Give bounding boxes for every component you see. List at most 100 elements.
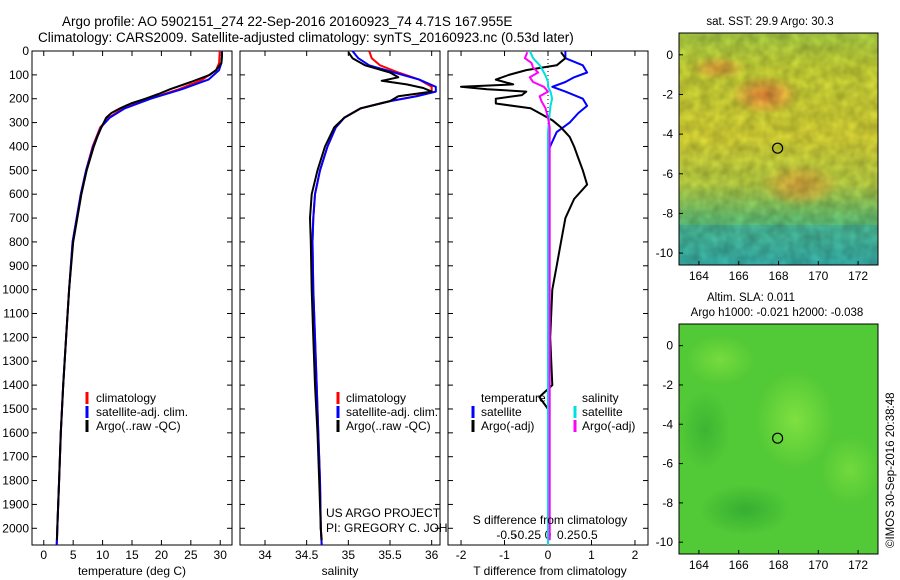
y-tick-label: 1300 [2, 354, 29, 368]
y-tick-label: -8 [662, 496, 673, 510]
y-tick-label: 600 [9, 187, 29, 201]
y-tick-label: 1000 [2, 283, 29, 297]
y-tick-label: 500 [9, 163, 29, 177]
x-tick-label-t: -1 [499, 548, 510, 562]
salinity-legend: climatology satellite-adj. clim. Argo(..… [336, 391, 438, 433]
x-tick-label-s: 0.5 [581, 528, 598, 542]
series-line-argo-raw-qc- [309, 51, 433, 541]
sla-low-patch [700, 485, 790, 535]
legend-label-satellite: satellite-adj. clim. [346, 405, 438, 419]
sla-map-field [679, 324, 880, 554]
legend-label-s-satellite: satellite [582, 405, 623, 419]
x-tick-label: 164 [689, 269, 709, 283]
x-tick-label-t: 0 [545, 548, 552, 562]
y-tick-label: 0 [666, 48, 673, 62]
y-tick-label: 400 [9, 139, 29, 153]
legend-label-climatology: climatology [96, 391, 156, 405]
legend-label-t-argo: Argo(-adj) [481, 419, 534, 433]
series-line-s-argo-adj- [523, 51, 551, 541]
x-tick-label: 0 [40, 548, 47, 562]
legend-label-satellite: satellite-adj. clim. [96, 405, 188, 419]
y-tick-label: -8 [662, 206, 673, 220]
x-tick-label-t: -2 [456, 548, 467, 562]
x-tick-label-s: -0.5 [496, 528, 517, 542]
x-tick-label: 170 [808, 558, 828, 572]
series-line-argo-raw-qc- [56, 52, 223, 541]
y-tick-label: -4 [662, 417, 673, 431]
temperature-axes-frame [31, 50, 233, 546]
legend-label-argo: Argo(..raw -QC) [96, 419, 181, 433]
x-tick-label: 172 [848, 269, 868, 283]
y-tick-label: 2000 [2, 521, 29, 535]
legend-label-s-argo: Argo(-adj) [582, 419, 635, 433]
y-tick-label: 1600 [2, 426, 29, 440]
x-tick-label: 35 [342, 548, 356, 562]
series-line-satellite-adj-clim- [311, 50, 437, 546]
salinity-axes-frame [239, 50, 441, 546]
y-tick-label: 0 [22, 44, 29, 58]
x-tick-label: 36 [425, 548, 439, 562]
y-tick-label: -10 [656, 246, 674, 260]
difference-legend: temperature satellite Argo(-adj) salinit… [471, 391, 635, 433]
x-tick-label: 30 [214, 548, 228, 562]
x-tick-label-s: -0.25 [514, 528, 542, 542]
sla-map-panel: Altim. SLA: 0.011 Argo h1000: -0.021 h20… [656, 292, 880, 572]
x-tick-label: 34 [258, 548, 272, 562]
legend-title-temperature: temperature [481, 391, 546, 405]
sst-map-title: sat. SST: 29.9 Argo: 30.3 [706, 16, 833, 28]
legend-label-climatology: climatology [346, 391, 406, 405]
series-line-s-satellite [528, 50, 554, 545]
y-tick-label: 300 [9, 116, 29, 130]
y-tick-label: 700 [9, 211, 29, 225]
temperature-panel: 0 5 10 15 20 25 300100200300400500600700800900… [2, 44, 233, 578]
salinity-xlabel: salinity [322, 564, 359, 578]
sla-high-patch [820, 435, 880, 505]
x-tick-label-t: 1 [588, 548, 595, 562]
temperature-ticks: 0 5 10 15 20 25 300100200300400500600700800900… [2, 44, 232, 562]
sst-texture [679, 33, 878, 265]
y-tick-label: 1400 [2, 378, 29, 392]
sla-map-title-line1: Altim. SLA: 0.011 [707, 292, 795, 304]
y-tick-label: 800 [9, 235, 29, 249]
salinity-ticks: 34 34.5 35 35.5 36 [240, 50, 440, 562]
x-tick-label: 172 [848, 558, 868, 572]
sst-map-panel: sat. SST: 29.9 Argo: 30.3 164 166 168 170 17… [656, 16, 879, 283]
y-tick-label: 900 [9, 259, 29, 273]
sla-low-patch [680, 390, 730, 470]
salinity-panel: 34 34.5 35 35.5 36 climatology satellite-adj… [239, 50, 482, 578]
y-tick-label: -10 [656, 535, 674, 549]
y-tick-label: 1900 [2, 497, 29, 511]
y-tick-label: 100 [9, 68, 29, 82]
x-tick-label: 5 [70, 548, 77, 562]
y-tick-label: -4 [662, 127, 673, 141]
x-tick-label-s: 0.25 [557, 528, 581, 542]
x-tick-label: 25 [184, 548, 198, 562]
x-tick-label: 15 [125, 548, 139, 562]
x-tick-label: 34.5 [295, 548, 319, 562]
x-tick-label: 170 [808, 269, 828, 283]
difference-xlabel: T difference from climatology [473, 564, 627, 578]
sla-high-patch [685, 335, 755, 385]
figure-title-line2: Climatology: CARS2009. Satellite-adjuste… [38, 30, 574, 45]
x-tick-label: 166 [729, 269, 749, 283]
x-tick-label: 35.5 [378, 548, 402, 562]
x-tick-label: 164 [689, 558, 709, 572]
y-tick-label: 200 [9, 92, 29, 106]
y-tick-label: 1500 [2, 402, 29, 416]
x-tick-label: 168 [768, 558, 788, 572]
sst-map-field [679, 33, 878, 265]
legend-title-salinity: salinity [582, 391, 619, 405]
x-tick-label: 168 [768, 269, 788, 283]
y-tick-label: -6 [662, 167, 673, 181]
sla-map-ticks: 164 166 168 170 172 0 -2 -4 -6 -8 -10 [656, 339, 869, 572]
difference-ticks: -2 -1 0 1 2-0.5-0.25 0 0.25 0.5 [448, 50, 648, 562]
difference-panel: -2 -1 0 1 2-0.5-0.25 0 0.25 0.5 temperature sat… [447, 50, 649, 578]
y-tick-label: 1200 [2, 330, 29, 344]
y-tick-label: 1700 [2, 450, 29, 464]
x-tick-label: 166 [729, 558, 749, 572]
y-tick-label: 1100 [3, 307, 29, 321]
y-tick-label: -6 [662, 457, 673, 471]
temperature-xlabel: temperature (deg C) [78, 564, 186, 578]
sla-high-patch [755, 370, 835, 470]
